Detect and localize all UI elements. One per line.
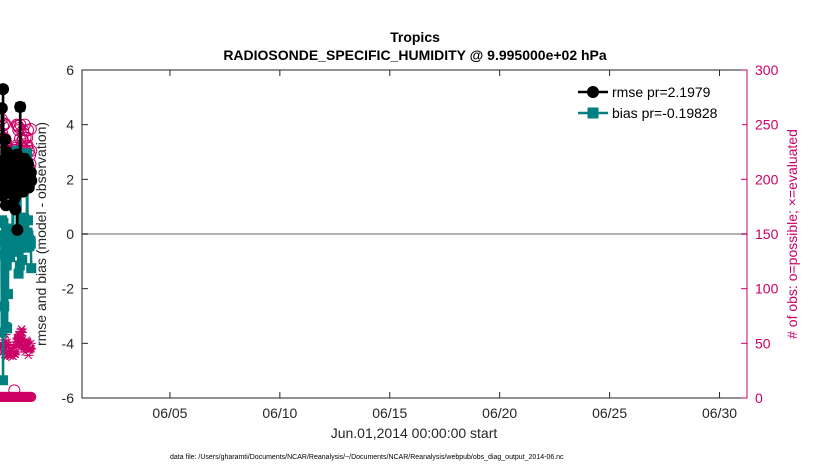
obs-evaluated-stroke — [24, 351, 33, 360]
y-axis-label-right: # of obs: o=possible; ×=evaluated — [784, 129, 800, 339]
obs-zero-possible-point — [26, 391, 37, 402]
bias-point — [26, 263, 37, 274]
y-right-tick-label: 250 — [755, 117, 779, 133]
rmse-point — [9, 203, 22, 216]
footnote: data file: /Users/gharamti/Documents/NCA… — [170, 454, 564, 461]
obs-evaluated-stroke — [27, 344, 36, 353]
y-right-tick-label: 200 — [755, 171, 779, 187]
x-tick-label: 06/20 — [482, 405, 517, 421]
rmse-point — [0, 199, 12, 212]
x-tick-label: 06/15 — [372, 405, 407, 421]
y-axis-label-left: rmse and bias (model - observation) — [33, 122, 49, 346]
legend-box — [572, 76, 742, 126]
bias-point — [13, 246, 24, 257]
y-right-tick-label: 300 — [755, 62, 779, 78]
obs-evaluated-point — [26, 344, 37, 353]
bias-point — [17, 254, 28, 265]
bias-point — [25, 238, 36, 249]
obs-evaluated-stroke — [4, 341, 12, 350]
obs-evaluated-stroke — [18, 328, 27, 337]
rmse-point — [0, 83, 10, 96]
legend-rmse-marker — [587, 86, 599, 98]
rmse-point — [25, 174, 38, 187]
y-left-tick-label: -2 — [62, 281, 75, 297]
legend-bias-label: bias pr=-0.19828 — [612, 105, 718, 121]
bias-point — [13, 268, 24, 279]
obs-zero-evaluated-stroke — [27, 393, 36, 401]
obs-evaluated-stroke — [16, 334, 25, 342]
legend-bias-marker — [587, 107, 599, 119]
rmse-point — [0, 102, 8, 115]
obs-zero-evaluated-point — [27, 393, 36, 401]
y-right-tick-label: 100 — [755, 281, 779, 297]
obs-evaluated-stroke — [11, 348, 20, 356]
legend-rmse-label: rmse pr=2.1979 — [612, 84, 711, 100]
legend: rmse pr=2.1979 bias pr=-0.19828 — [572, 76, 742, 126]
chart-title: Tropics — [390, 29, 440, 45]
series-layer — [0, 83, 38, 402]
bias-point — [14, 260, 25, 271]
y-left-tick-label: -6 — [62, 390, 75, 406]
bias-point — [0, 249, 9, 260]
y-left-tick-label: -4 — [62, 335, 75, 351]
rmse-point — [11, 223, 24, 236]
x-axis-label: Jun.01,2014 00:00:00 start — [331, 425, 498, 441]
obs-evaluated-stroke — [23, 337, 32, 346]
rmse-point — [14, 100, 27, 113]
x-tick-label: 06/10 — [262, 405, 297, 421]
bias-point — [4, 252, 15, 263]
obs-evaluated-point — [17, 328, 28, 337]
obs-possible-point — [0, 117, 12, 130]
obs-possible-point — [21, 131, 34, 144]
bias-point — [22, 215, 33, 226]
y-left-tick-label: 4 — [66, 117, 74, 133]
y-left-tick-label: 2 — [66, 171, 74, 187]
bias-point — [0, 218, 9, 229]
bias-point — [1, 260, 12, 271]
y-right-tick-label: 50 — [755, 335, 771, 351]
obs-possible-point — [24, 123, 37, 136]
rmse-point — [0, 133, 12, 146]
x-tick-label: 06/30 — [702, 405, 737, 421]
obs-evaluated-stroke — [17, 325, 26, 333]
y-right-tick-label: 0 — [755, 390, 763, 406]
y-left-tick-label: 6 — [66, 62, 74, 78]
bias-point — [0, 375, 9, 386]
bias-point — [2, 323, 13, 334]
x-tick-label: 06/25 — [592, 405, 627, 421]
y-left-tick-label: 0 — [66, 226, 74, 242]
bias-point — [0, 301, 10, 312]
bias-point — [2, 289, 13, 300]
y-right-tick-label: 150 — [755, 226, 779, 242]
chart-subtitle: RADIOSONDE_SPECIFIC_HUMIDITY @ 9.995000e… — [223, 47, 607, 63]
axis-layer: 06/05 06/10 06/15 06/20 06/25 06/30 -6 -4 -2 0 2 4 6… — [62, 62, 779, 421]
obs-possible-point — [17, 124, 30, 137]
x-tick-label: 06/05 — [152, 405, 187, 421]
